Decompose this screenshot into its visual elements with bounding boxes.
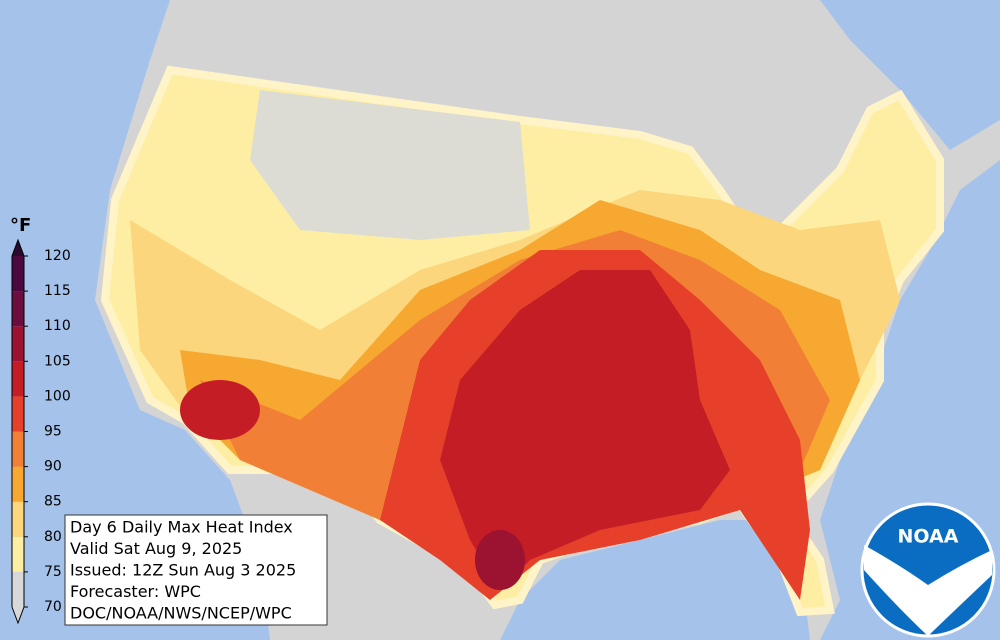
info-line: DOC/NOAA/NWS/NCEP/WPC [70, 604, 292, 623]
colorbar-bin [12, 396, 24, 432]
info-box: Day 6 Daily Max Heat Index Valid Sat Aug … [64, 514, 328, 626]
colorbar-tick-label: 120 [44, 248, 71, 264]
pacific-ocean [0, 0, 270, 640]
info-box-frame [64, 514, 328, 626]
colorbar-under [12, 607, 24, 623]
colorbar-tick-label: 75 [44, 564, 62, 580]
colorbar-bin [12, 256, 24, 292]
info-line: Day 6 Daily Max Heat Index [70, 518, 293, 537]
colorbar-bin [12, 431, 24, 467]
colorbar-tick-label: 95 [44, 424, 62, 440]
noaa-logo: NOAA [860, 502, 996, 638]
legend-unit: °F [10, 215, 31, 236]
info-line: Valid Sat Aug 9, 2025 [70, 539, 242, 558]
colorbar-bin [12, 326, 24, 362]
colorbar-bin [12, 466, 24, 502]
colorbar-tick-label: 105 [44, 353, 71, 369]
gulf-of-mexico [500, 520, 810, 640]
peak-zone [475, 530, 525, 590]
colorbar-tick-label: 70 [44, 599, 62, 615]
colorbar-bin [12, 361, 24, 397]
colorbar-bin [12, 291, 24, 327]
colorbar-tick-label: 90 [44, 459, 62, 475]
colorbar-tick-label: 80 [44, 529, 62, 545]
colorbar-over [12, 240, 24, 256]
colorbar-tick-label: 115 [44, 283, 71, 299]
colorbar-bin [12, 501, 24, 537]
info-line: Issued: 12Z Sun Aug 3 2025 [70, 561, 296, 580]
colorbar: °F 70 75 80 85 90 95 100 105 110 115 120 [10, 215, 71, 625]
colorbar-bin [12, 536, 24, 572]
desert-hot-zone [180, 380, 260, 440]
colorbar-bin [12, 571, 24, 607]
logo-text: NOAA [898, 526, 959, 548]
northern-water [820, 0, 1000, 150]
colorbar-tick-label: 100 [44, 388, 71, 404]
colorbar-tick-label: 85 [44, 494, 62, 510]
cool-region [250, 90, 530, 240]
heat-index-field [100, 65, 944, 617]
extreme-zone [440, 270, 730, 590]
logo-bird [864, 545, 992, 636]
info-line: Forecaster: WPC [70, 582, 201, 601]
colorbar-tick-label: 110 [44, 318, 71, 334]
